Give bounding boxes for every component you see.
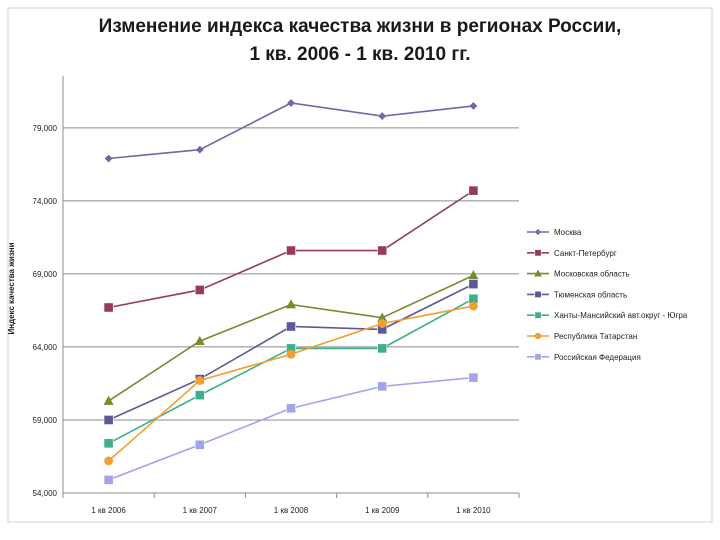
- data-point: [104, 456, 114, 466]
- x-tick-label: 1 кв 2009: [365, 506, 400, 515]
- legend-label: Москва: [554, 228, 582, 237]
- data-point: [103, 415, 114, 425]
- y-tick-label: 54,000: [33, 489, 58, 498]
- legend-label: Республика Татарстан: [554, 332, 637, 341]
- legend-marker: [534, 290, 542, 298]
- x-tick-label: 1 кв 2006: [91, 506, 126, 515]
- data-point: [377, 343, 388, 354]
- data-point: [194, 285, 205, 295]
- series-line: [108, 298, 474, 445]
- data-point: [194, 390, 205, 401]
- y-tick-label: 64,000: [33, 343, 58, 352]
- y-axis-title: Индекс качества жизни: [7, 242, 16, 334]
- data-point: [468, 279, 479, 290]
- y-tick-label: 59,000: [33, 416, 58, 425]
- data-point: [377, 319, 387, 328]
- data-point: [377, 381, 388, 392]
- legend-label: Санкт-Петербург: [554, 249, 617, 258]
- data-point: [468, 372, 479, 383]
- data-point: [104, 154, 113, 163]
- data-point: [469, 102, 478, 110]
- chart-subtitle: 1 кв. 2006 - 1 кв. 2010 гг.: [249, 44, 471, 65]
- legend-marker: [534, 269, 542, 277]
- legend-label: Российская Федерация: [554, 353, 641, 362]
- data-point: [468, 301, 478, 311]
- chart-title: Изменение индекса качества жизни в регио…: [98, 16, 622, 37]
- legend-marker: [534, 311, 542, 319]
- data-point: [103, 474, 114, 485]
- data-point: [103, 302, 114, 313]
- data-point: [194, 335, 205, 345]
- data-point: [195, 376, 205, 385]
- data-point: [103, 438, 114, 449]
- data-point: [194, 439, 205, 450]
- data-point: [468, 270, 479, 280]
- x-tick-label: 1 кв 2008: [274, 506, 309, 515]
- legend-label: Московская область: [554, 270, 630, 279]
- x-tick-label: 1 кв 2010: [456, 506, 491, 515]
- legend-marker: [534, 332, 542, 340]
- legend-label: Ханты-Мансийский авт.округ - Югра: [554, 311, 688, 320]
- x-tick-label: 1 кв 2007: [183, 506, 218, 515]
- series-line: [108, 376, 474, 481]
- legend-marker: [534, 228, 542, 236]
- legend-label: Тюменская область: [554, 290, 627, 299]
- data-point: [377, 245, 388, 256]
- data-point: [287, 99, 295, 107]
- data-point: [195, 145, 204, 154]
- series-line: [108, 102, 474, 160]
- data-point: [286, 321, 296, 332]
- y-tick-label: 79,000: [33, 124, 58, 133]
- y-tick-label: 74,000: [33, 197, 58, 206]
- data-point: [103, 395, 114, 405]
- chart-frame: [7, 7, 713, 523]
- y-tick-label: 69,000: [33, 270, 58, 279]
- data-point: [286, 403, 296, 414]
- data-point: [285, 299, 297, 309]
- legend-marker: [534, 353, 542, 361]
- data-point: [468, 185, 479, 196]
- data-point: [286, 349, 296, 359]
- data-point: [378, 112, 387, 121]
- legend-marker: [534, 249, 542, 257]
- data-point: [286, 245, 296, 256]
